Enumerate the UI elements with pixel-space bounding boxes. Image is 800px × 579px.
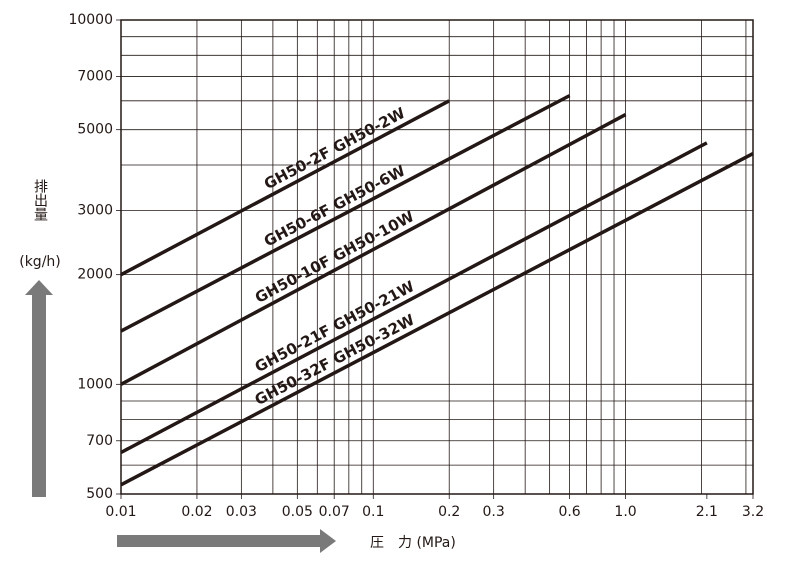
y-tick-label: 500: [86, 486, 113, 502]
x-tick-label: 0.6: [558, 504, 580, 520]
x-tick-label: 0.01: [105, 504, 136, 520]
y-axis-label: 排出量: [32, 179, 48, 221]
x-tick-label: 0.1: [362, 504, 384, 520]
series-line: [120, 99, 451, 277]
y-tick-label: 700: [86, 433, 113, 449]
y-tick-label: 10000: [68, 12, 113, 28]
x-tick-label: 1.0: [614, 504, 636, 520]
x-tick-label: 0.03: [226, 504, 257, 520]
plot-frame: [120, 19, 754, 495]
x-tick-label: 0.02: [181, 504, 212, 520]
x-tick-label: 0.2: [438, 504, 460, 520]
y-tick-label: 5000: [77, 122, 113, 138]
x-tick-label: 0.05: [282, 504, 313, 520]
x-tick-label: 0.07: [319, 504, 350, 520]
series-line: [120, 141, 708, 455]
y-tick-label: 2000: [77, 267, 113, 283]
y-tick-label: 1000: [77, 376, 113, 392]
x-tick-label: 2.1: [696, 504, 718, 520]
y-tick-label: 3000: [77, 202, 113, 218]
series-line: [120, 151, 754, 487]
x-tick-label: 3.2: [742, 504, 764, 520]
series-line: [120, 113, 627, 386]
x-arrow: [117, 529, 336, 553]
y-axis-unit: (kg/h): [19, 254, 61, 270]
x-tick-label: 0.3: [483, 504, 505, 520]
x-axis-label: 圧 力 (MPa): [370, 535, 456, 551]
y-tick-label: 7000: [77, 68, 113, 84]
series-line: [120, 94, 571, 333]
y-arrow: [25, 280, 53, 497]
